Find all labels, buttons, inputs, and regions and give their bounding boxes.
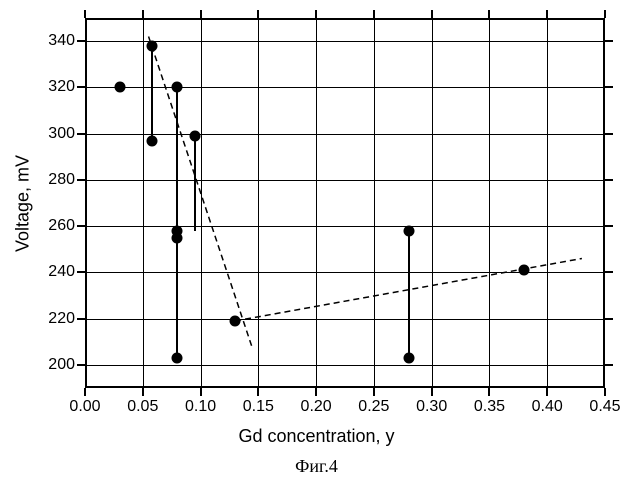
figure: Gd concentration, y Voltage, mV Фиг.4 0.… [0, 0, 633, 500]
trend-layer [0, 0, 633, 500]
data-point [172, 352, 183, 363]
trend-line [235, 259, 582, 321]
trend-line [149, 37, 253, 349]
data-point [147, 135, 158, 146]
data-point [230, 315, 241, 326]
data-point [114, 82, 125, 93]
data-point [172, 82, 183, 93]
data-point [403, 352, 414, 363]
data-point [403, 225, 414, 236]
data-point [172, 232, 183, 243]
data-point [189, 130, 200, 141]
data-point [147, 40, 158, 51]
data-point [519, 265, 530, 276]
